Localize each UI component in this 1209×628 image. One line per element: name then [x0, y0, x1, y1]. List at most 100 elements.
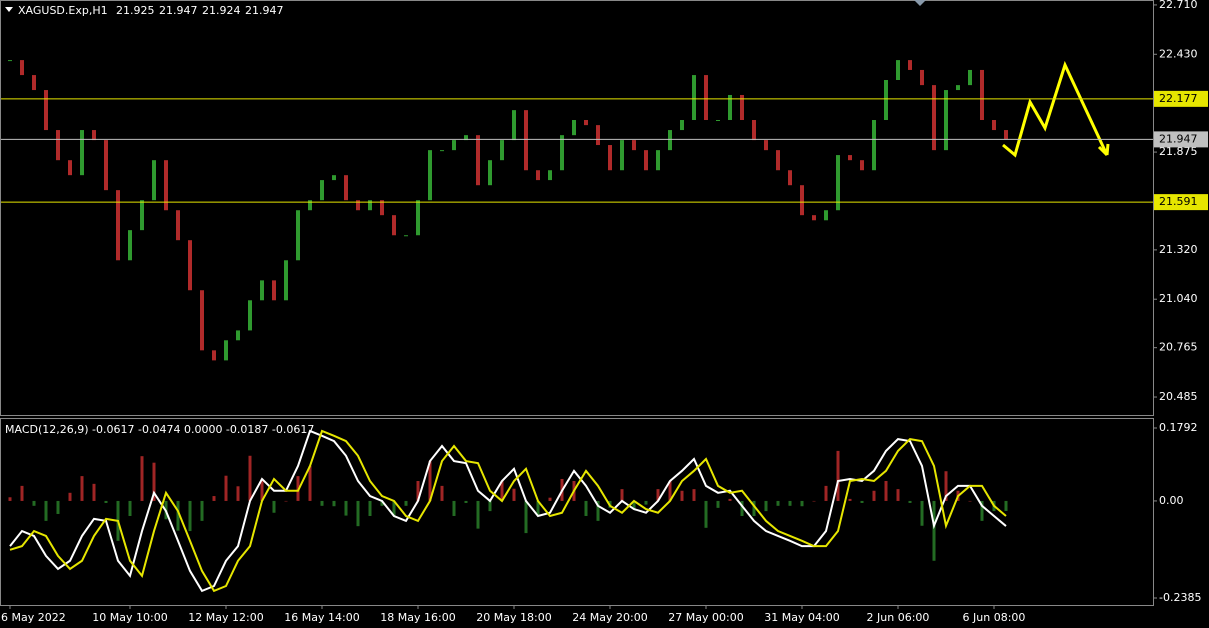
candle [500, 140, 504, 161]
candle [248, 300, 252, 331]
histogram-bar [932, 500, 936, 561]
candle [716, 120, 720, 122]
menu-icon [5, 7, 13, 12]
x-tick-label: 2 Jun 06:00 [867, 611, 930, 624]
histogram-bar [764, 500, 768, 512]
candle [332, 175, 336, 181]
candle [320, 180, 324, 201]
candle [8, 60, 12, 62]
candle [296, 210, 300, 261]
candle [464, 135, 468, 141]
candle [32, 75, 36, 91]
candle [116, 190, 120, 261]
histogram-bar [92, 483, 96, 501]
candle [260, 280, 264, 301]
histogram-bar [416, 480, 420, 501]
histogram-bar [584, 500, 588, 516]
candle [908, 60, 912, 70]
candle [704, 75, 708, 121]
histogram-bar [596, 500, 600, 521]
candle [920, 69, 924, 86]
candle [812, 215, 816, 221]
candle [368, 200, 372, 211]
candle [428, 150, 432, 201]
candle [152, 160, 156, 201]
histogram-bar [848, 498, 852, 501]
histogram-bar [272, 500, 276, 513]
candle [956, 85, 960, 91]
forecast-arrow [1002, 60, 1109, 158]
histogram-bar [356, 500, 360, 527]
x-tick-label: 10 May 10:00 [92, 611, 167, 624]
arrow-head [1097, 143, 1110, 157]
histogram-bar [812, 500, 816, 502]
histogram-bar [248, 455, 252, 501]
candle [584, 120, 588, 126]
histogram-bar [104, 500, 108, 503]
candle [536, 170, 540, 181]
histogram-bar [632, 500, 636, 510]
candle [44, 90, 48, 131]
histogram-bar [152, 462, 156, 501]
x-tick-label: 6 May 2022 [1, 611, 66, 624]
candle [356, 200, 360, 211]
candle [992, 120, 996, 131]
candle [104, 140, 108, 191]
x-tick-label: 27 May 00:00 [668, 611, 743, 624]
candle [224, 340, 228, 361]
level-label-box [1154, 131, 1208, 148]
candle [596, 125, 600, 146]
histogram-bar [368, 500, 372, 516]
histogram-bar [896, 489, 900, 501]
candle [404, 235, 408, 237]
candle [476, 135, 480, 186]
histogram-bar [644, 500, 648, 505]
candle [164, 160, 168, 211]
candle [512, 110, 516, 141]
y-tick-label: 0.00 [1159, 494, 1184, 507]
histogram-bar [872, 490, 876, 501]
candle [548, 170, 552, 181]
candle [728, 94, 732, 121]
histogram-bar [752, 500, 756, 516]
histogram-bar [260, 478, 264, 501]
histogram-bar [176, 500, 180, 531]
histogram-bar [452, 500, 456, 516]
histogram-bar [440, 485, 444, 501]
candle [680, 120, 684, 131]
candle [848, 155, 852, 161]
candle [692, 75, 696, 121]
histogram-bar [692, 489, 696, 501]
candle [872, 120, 876, 171]
x-tick-label: 6 Jun 08:00 [963, 611, 1026, 624]
candle [1004, 130, 1008, 140]
y-tick-label: 20.485 [1159, 390, 1198, 403]
candle [20, 60, 24, 76]
candle [176, 210, 180, 241]
candle [308, 200, 312, 211]
candle [560, 135, 564, 171]
y-tick-label: 21.875 [1159, 145, 1198, 158]
histogram-bar [704, 500, 708, 528]
candle [416, 200, 420, 236]
histogram-bar [224, 475, 228, 501]
histogram-bar [740, 500, 744, 516]
candle [488, 160, 492, 186]
macd-title: MACD(12,26,9) -0.0617 -0.0474 0.0000 -0.… [5, 423, 314, 436]
histogram-bar [860, 500, 864, 503]
candle [944, 90, 948, 151]
candle [896, 60, 900, 81]
histogram-bar [188, 500, 192, 532]
level-label-box [1154, 194, 1208, 211]
histogram-bar [716, 500, 720, 508]
macd-line [9, 429, 1007, 593]
candle [92, 130, 96, 141]
histogram-bar [320, 500, 324, 506]
candle [620, 140, 624, 171]
candle [380, 200, 384, 216]
symbol-title: XAGUSD.Exp,H1 [18, 4, 108, 17]
histogram-bar [20, 485, 24, 501]
candle [644, 150, 648, 171]
histogram-bar [236, 486, 240, 501]
